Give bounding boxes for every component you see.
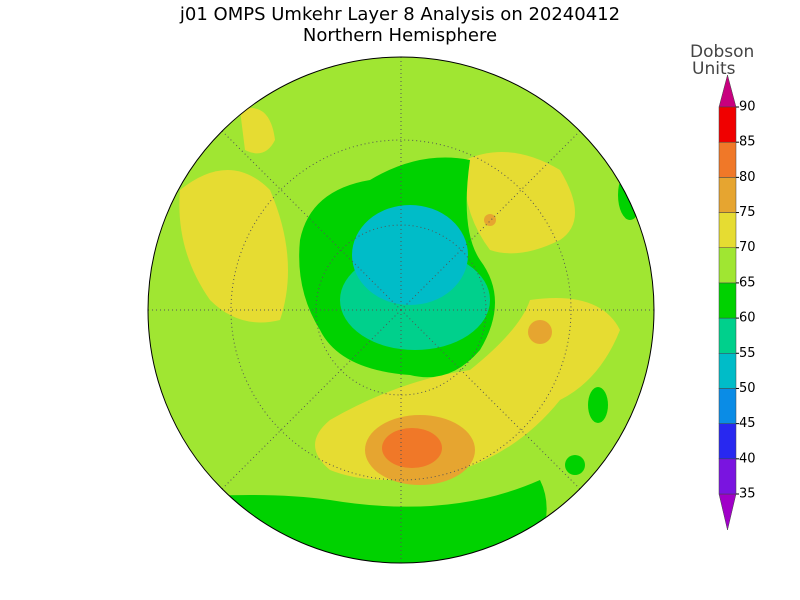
region — [484, 214, 496, 226]
colorbar-segment — [718, 458, 737, 495]
colorbar: 35 40 45 50 55 60 65 70 75 80 85 90 — [718, 74, 756, 531]
colorbar-tick-label: 60 — [739, 311, 756, 326]
region — [618, 170, 642, 220]
colorbar-tick-label: 40 — [739, 451, 756, 466]
colorbar-segment — [718, 177, 737, 213]
map-border — [147, 56, 655, 564]
colorbar-tick-label: 65 — [739, 275, 756, 290]
colorbar-segment — [718, 247, 737, 284]
colorbar-tick-label: 80 — [739, 170, 756, 185]
colorbar-segment — [718, 212, 737, 248]
colorbar-tick-label: 35 — [739, 487, 756, 502]
colorbar-segment — [718, 282, 737, 319]
colorbar-segment — [718, 423, 737, 460]
colorbar-tick-label: 70 — [739, 240, 756, 255]
colorbar-tick-label: 55 — [739, 346, 756, 361]
colorbar-tick-label: 45 — [739, 416, 756, 431]
colorbar-segment — [718, 388, 737, 424]
region — [179, 170, 288, 323]
title: j01 OMPS Umkehr Layer 8 Analysis on 2024… — [179, 4, 620, 25]
map — [148, 57, 654, 563]
graticule — [148, 57, 654, 563]
region — [565, 455, 585, 475]
colorbar-tick-label: 75 — [739, 205, 756, 220]
colorbar-tick-label: 90 — [739, 100, 756, 115]
colorbar-title: Dobson — [690, 42, 754, 62]
colorbar-tick-label: 50 — [739, 381, 756, 396]
colorbar-segment — [718, 141, 737, 178]
region — [240, 108, 275, 154]
colorbar-tick-label: 85 — [739, 135, 756, 150]
subtitle: Northern Hemisphere — [303, 25, 497, 46]
colorbar-segment — [718, 106, 737, 143]
colorbar-title: Units — [692, 59, 736, 79]
colorbar-over — [718, 74, 737, 108]
region — [352, 205, 468, 305]
colorbar-segment — [718, 317, 737, 354]
region — [382, 428, 442, 468]
colorbar-segment — [718, 353, 737, 389]
colorbar-under — [718, 493, 737, 531]
region — [588, 387, 608, 423]
region — [528, 320, 552, 344]
region — [464, 152, 575, 254]
